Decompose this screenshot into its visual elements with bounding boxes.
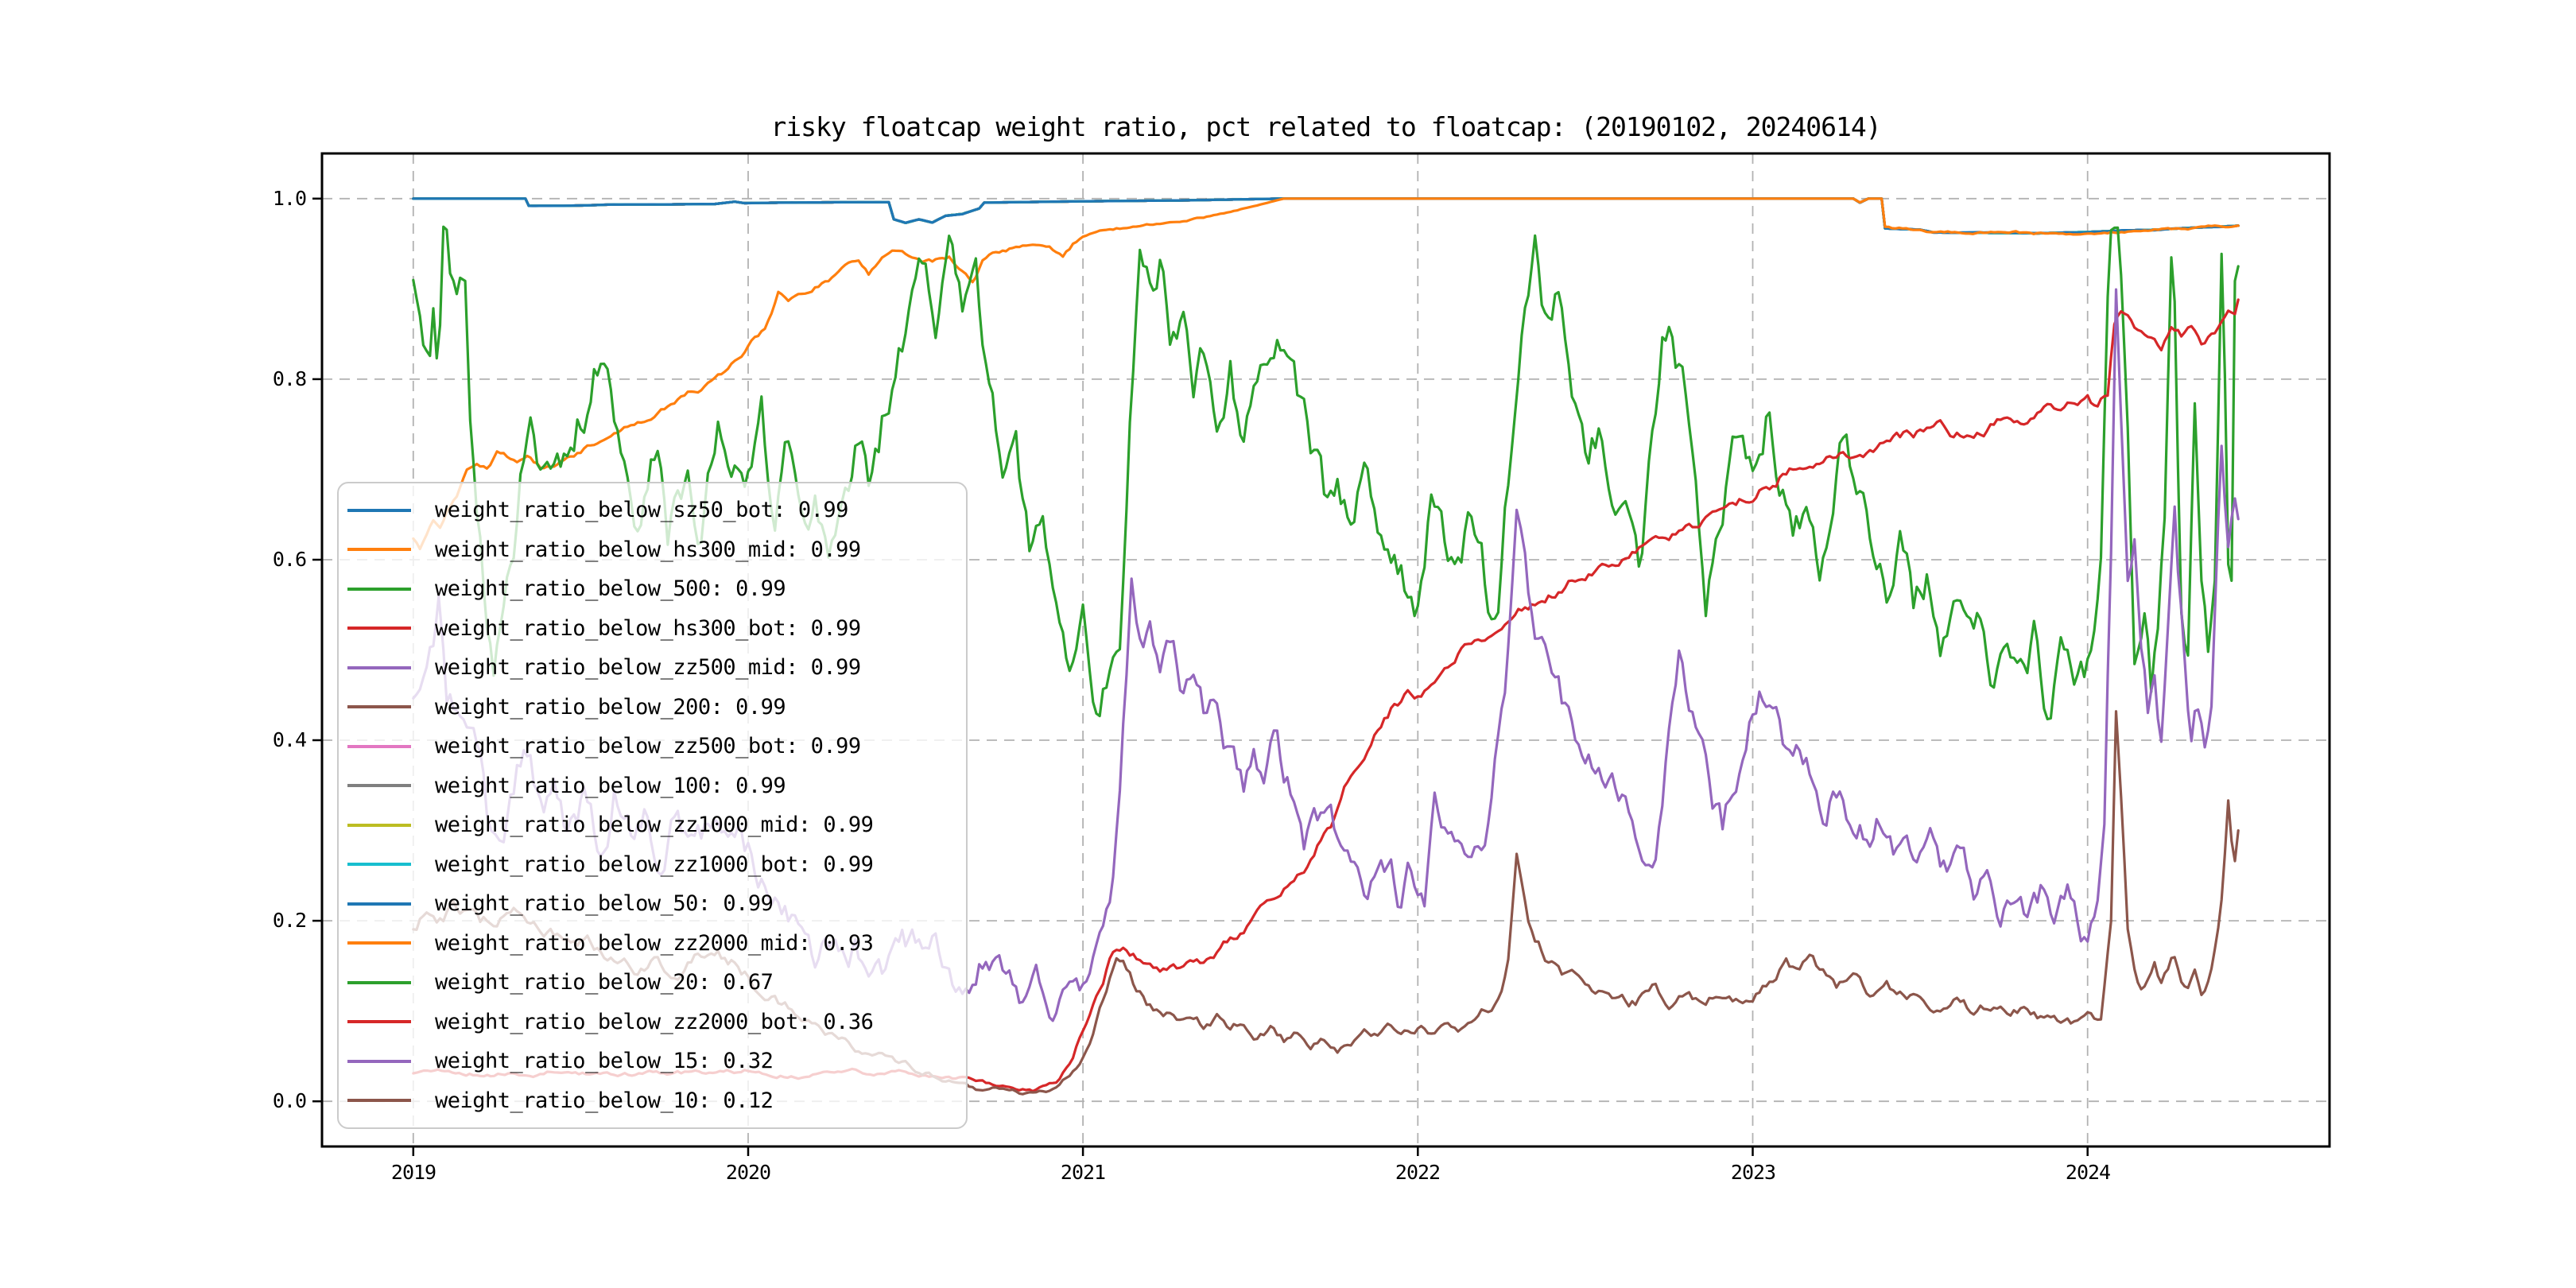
- legend-item-weight_ratio_below_zz1000_mid: weight_ratio_below_zz1000_mid: 0.99: [347, 805, 966, 844]
- legend-item-label: weight_ratio_below_hs300_bot: 0.99: [435, 615, 861, 641]
- series-line-weight_ratio_below_zz2000_mid: [412, 197, 2240, 551]
- legend-item-weight_ratio_below_100: weight_ratio_below_100: 0.99: [347, 766, 966, 805]
- x-tick-label-2023: 2023: [1730, 1161, 1776, 1184]
- legend-swatch-icon: [347, 980, 411, 984]
- legend-swatch-icon: [347, 863, 411, 867]
- x-tick-label-2024: 2024: [2065, 1161, 2111, 1184]
- y-tick-label-0.4: 0.4: [272, 728, 307, 751]
- legend-item-weight_ratio_below_500: weight_ratio_below_500: 0.99: [347, 569, 966, 608]
- x-tick-label-2019: 2019: [390, 1161, 436, 1184]
- legend-item-weight_ratio_below_50: weight_ratio_below_50: 0.99: [347, 884, 966, 923]
- legend-item-weight_ratio_below_zz2000_mid: weight_ratio_below_zz2000_mid: 0.93: [347, 924, 966, 963]
- legend-item-label: weight_ratio_below_15: 0.32: [435, 1049, 774, 1074]
- legend-item-weight_ratio_below_hs300_mid: weight_ratio_below_hs300_mid: 0.99: [347, 530, 966, 569]
- legend-item-label: weight_ratio_below_zz500_mid: 0.99: [435, 655, 861, 681]
- legend-item-label: weight_ratio_below_10: 0.12: [435, 1088, 774, 1113]
- legend-item-weight_ratio_below_zz500_mid: weight_ratio_below_zz500_mid: 0.99: [347, 648, 966, 687]
- legend-item-weight_ratio_below_200: weight_ratio_below_200: 0.99: [347, 688, 966, 727]
- y-tick-label-1.0: 1.0: [272, 187, 307, 210]
- legend-swatch-icon: [347, 627, 411, 630]
- legend: weight_ratio_below_sz50_bot: 0.99 weight_…: [337, 482, 968, 1129]
- x-tick-label-2020: 2020: [725, 1161, 771, 1184]
- legend-swatch-icon: [347, 902, 411, 906]
- x-tick-label-2022: 2022: [1395, 1161, 1441, 1184]
- legend-item-weight_ratio_below_10: weight_ratio_below_10: 0.12: [347, 1081, 966, 1120]
- plot-border: [320, 152, 2331, 1148]
- series-line-weight_ratio_below_20: [412, 225, 2240, 721]
- legend-item-weight_ratio_below_zz1000_bot: weight_ratio_below_zz1000_bot: 0.99: [347, 845, 966, 884]
- y-tick-label-0.2: 0.2: [272, 909, 307, 932]
- legend-item-label: weight_ratio_below_zz2000_bot: 0.36: [435, 1009, 874, 1034]
- legend-item-label: weight_ratio_below_100: 0.99: [435, 773, 786, 798]
- legend-item-label: weight_ratio_below_500: 0.99: [435, 576, 786, 602]
- legend-item-weight_ratio_below_zz500_bot: weight_ratio_below_zz500_bot: 0.99: [347, 727, 966, 766]
- legend-swatch-icon: [347, 705, 411, 709]
- legend-swatch-icon: [347, 508, 411, 512]
- legend-item-weight_ratio_below_20: weight_ratio_below_20: 0.67: [347, 963, 966, 1002]
- legend-swatch-icon: [347, 1099, 411, 1103]
- legend-swatch-icon: [347, 784, 411, 788]
- legend-item-label: weight_ratio_below_20: 0.67: [435, 970, 774, 995]
- chart-title: risky floatcap weight ratio, pct related…: [770, 111, 1881, 142]
- legend-item-weight_ratio_below_hs300_bot: weight_ratio_below_hs300_bot: 0.99: [347, 609, 966, 648]
- legend-item-label: weight_ratio_below_200: 0.99: [435, 694, 786, 720]
- y-tick-label-0.8: 0.8: [272, 367, 307, 390]
- legend-item-label: weight_ratio_below_50: 0.99: [435, 891, 774, 917]
- legend-item-label: weight_ratio_below_zz1000_mid: 0.99: [435, 813, 874, 838]
- legend-swatch-icon: [347, 1020, 411, 1024]
- x-tick-label-2021: 2021: [1060, 1161, 1106, 1184]
- legend-item-label: weight_ratio_below_zz2000_mid: 0.93: [435, 930, 874, 956]
- legend-swatch-icon: [347, 744, 411, 748]
- legend-swatch-icon: [347, 1059, 411, 1063]
- y-tick-label-0.6: 0.6: [272, 548, 307, 571]
- legend-item-weight_ratio_below_zz2000_bot: weight_ratio_below_zz2000_bot: 0.36: [347, 1003, 966, 1042]
- legend-item-label: weight_ratio_below_hs300_mid: 0.99: [435, 537, 861, 562]
- legend-item-weight_ratio_below_15: weight_ratio_below_15: 0.32: [347, 1042, 966, 1080]
- legend-swatch-icon: [347, 941, 411, 945]
- legend-swatch-icon: [347, 548, 411, 552]
- legend-item-label: weight_ratio_below_zz1000_bot: 0.99: [435, 852, 874, 877]
- legend-swatch-icon: [347, 823, 411, 827]
- series-line-weight_ratio_below_50: [412, 197, 2240, 235]
- legend-item-weight_ratio_below_sz50_bot: weight_ratio_below_sz50_bot: 0.99: [347, 491, 966, 530]
- legend-swatch-icon: [347, 665, 411, 669]
- legend-swatch-icon: [347, 587, 411, 591]
- legend-item-label: weight_ratio_below_sz50_bot: 0.99: [435, 498, 848, 522]
- legend-item-label: weight_ratio_below_zz500_bot: 0.99: [435, 734, 861, 759]
- y-tick-label-0.0: 0.0: [272, 1089, 307, 1112]
